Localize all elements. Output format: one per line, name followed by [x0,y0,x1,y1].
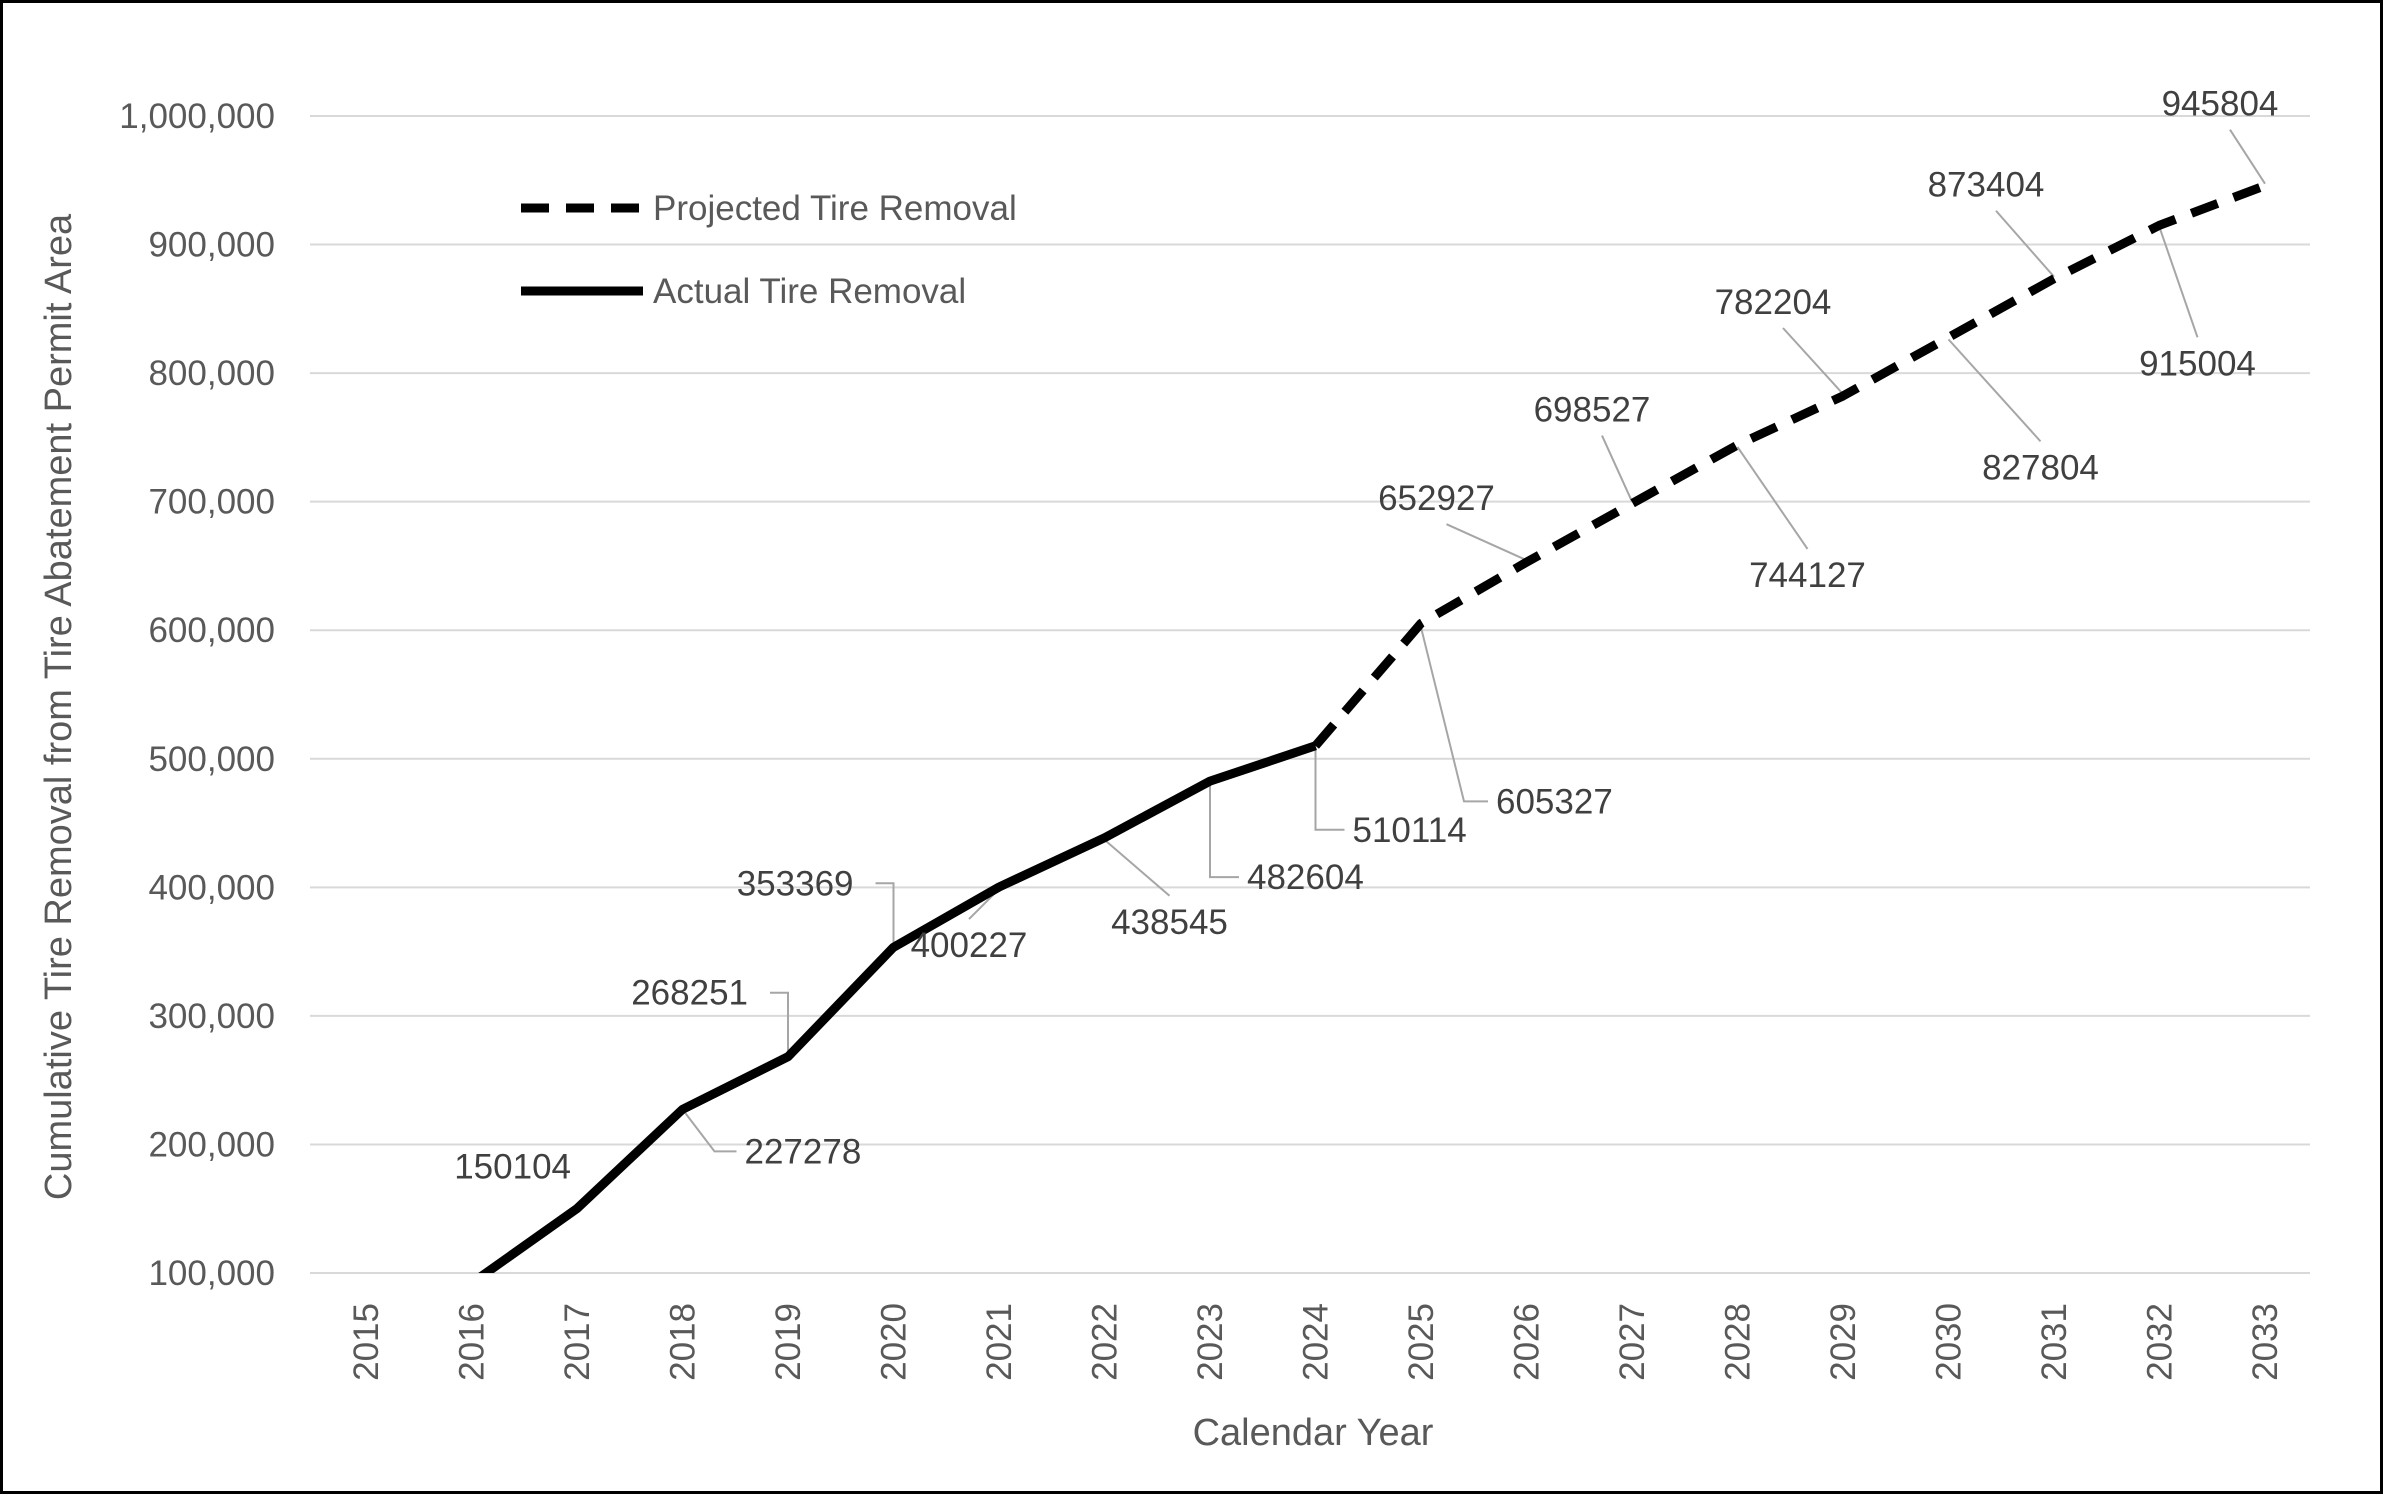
x-tick-label: 2021 [980,1303,1019,1381]
legend-label-actual: Actual Tire Removal [653,272,966,311]
leader-line [2229,129,2266,185]
leader-line [681,1108,737,1153]
y-tick-label: 200,000 [148,1125,275,1164]
data-label: 698527 [1534,391,1651,430]
data-label: 150104 [454,1148,571,1187]
data-label: 915004 [2139,344,2256,383]
data-label: 438545 [1111,903,1228,942]
leader-line [1782,327,1844,395]
y-tick-label: 400,000 [148,868,275,907]
data-label: 227278 [745,1132,862,1171]
x-tick-label: 2028 [1719,1303,1758,1381]
leader-line [1995,210,2055,278]
y-tick-label: 800,000 [148,354,275,393]
series-lines [478,181,2267,1273]
y-tick-label: 1,000,000 [119,97,275,136]
data-label: 605327 [1496,782,1613,821]
y-axis-title: Cumulative Tire Removal from Tire Abatem… [38,213,80,1200]
line-chart: 100,000 200,000 300,000 400,000 500,000 600,0… [38,85,2310,1454]
legend-label-projected: Projected Tire Removal [653,189,1017,228]
x-tick-label: 2033 [2246,1303,2285,1381]
x-tick-label: 2018 [664,1303,703,1381]
x-tick-label: 2026 [1508,1303,1547,1381]
leader-line [1446,523,1527,562]
x-tick-label: 2025 [1402,1303,1441,1381]
data-label: 873404 [1928,166,2045,205]
leader-line [1601,435,1633,502]
x-tick-label: 2023 [1191,1303,1230,1381]
data-label: 510114 [1353,811,1467,850]
leader-line [1209,785,1239,879]
leader-line [1103,839,1171,897]
projected-series-line [1312,181,2267,749]
x-tick-label: 2019 [769,1303,808,1381]
data-label: 482604 [1247,858,1364,897]
x-tick-label: 2016 [453,1303,492,1381]
y-tick-label: 700,000 [148,483,275,522]
leader-line [1420,627,1488,803]
x-tick-label: 2015 [347,1303,386,1381]
x-axis-tick-labels: 2015 2016 2017 2018 2019 2020 2021 2022 2023 2024… [347,1303,2285,1381]
y-tick-label: 900,000 [148,226,275,265]
data-label: 353369 [737,864,854,903]
actual-series-line [478,741,1317,1273]
data-labels: 150104 227278 268251 353369 400227 438545 4826… [454,85,2278,1187]
data-label: 782204 [1715,283,1832,322]
leader-line [875,882,895,944]
data-label-leader-lines [681,129,2266,1153]
y-tick-label: 300,000 [148,997,275,1036]
data-label: 827804 [1982,448,2099,487]
y-axis-tick-labels: 100,000 200,000 300,000 400,000 500,000 600,0… [119,97,275,1293]
leader-line [1736,446,1809,550]
x-tick-label: 2032 [2141,1303,2180,1381]
leader-line [2158,226,2199,338]
x-tick-label: 2022 [1086,1303,1125,1381]
x-tick-label: 2031 [2035,1303,2074,1381]
leader-line [770,991,789,1053]
data-label: 744127 [1749,556,1866,595]
leader-line [1947,338,2042,443]
x-tick-label: 2029 [1824,1303,1863,1381]
x-tick-label: 2024 [1297,1303,1336,1381]
data-label: 652927 [1378,479,1495,518]
data-label: 268251 [631,974,748,1013]
data-label: 945804 [2162,85,2279,124]
data-label: 400227 [911,926,1028,965]
y-tick-label: 600,000 [148,611,275,650]
y-tick-label: 500,000 [148,740,275,779]
x-tick-label: 2030 [1930,1303,1969,1381]
legend: Projected Tire Removal Actual Tire Remov… [521,189,1017,311]
x-tick-label: 2017 [558,1303,597,1381]
y-tick-label: 100,000 [148,1254,275,1293]
x-axis-title: Calendar Year [1193,1412,1434,1454]
x-tick-label: 2027 [1613,1303,1652,1381]
leader-line [1314,749,1345,831]
x-tick-label: 2020 [875,1303,914,1381]
